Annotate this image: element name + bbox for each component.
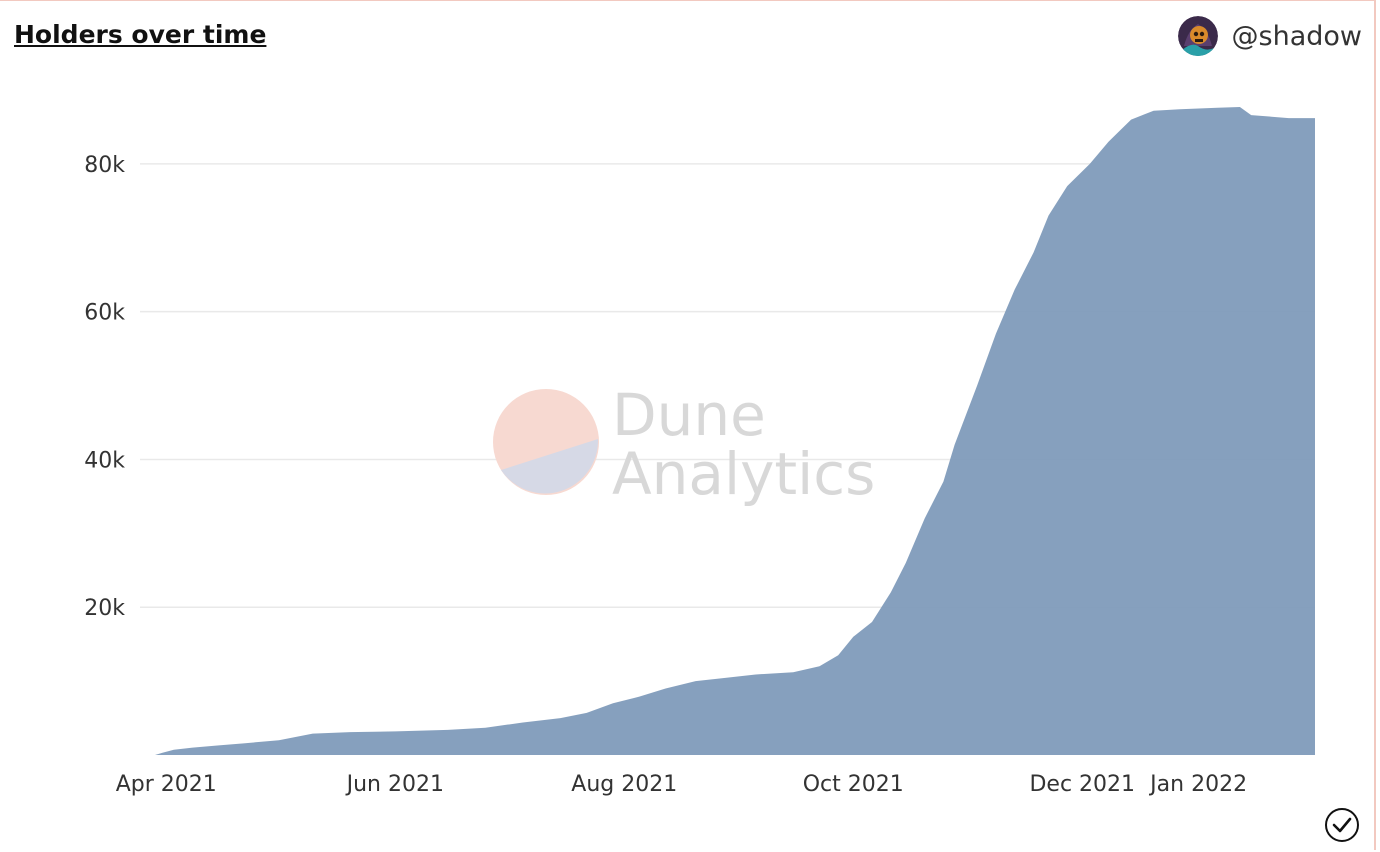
x-tick-label: Oct 2021 — [803, 772, 904, 797]
watermark-line-1: Dune — [612, 381, 766, 449]
y-tick-label: 60k — [84, 301, 125, 326]
x-tick-label: Jan 2022 — [1148, 772, 1247, 797]
x-tick-label: Apr 2021 — [116, 772, 217, 797]
watermark-line-2: Analytics — [612, 440, 875, 508]
holders-area-series — [155, 107, 1315, 755]
author-badge[interactable]: @shadow — [1177, 16, 1362, 56]
x-tick-label: Dec 2021 — [1029, 772, 1135, 797]
y-tick-label: 40k — [84, 448, 125, 473]
x-tick-label: Jun 2021 — [345, 772, 444, 797]
checkmark-circle-icon[interactable] — [1325, 808, 1359, 842]
x-tick-label: Aug 2021 — [571, 772, 677, 797]
y-tick-label: 20k — [84, 596, 125, 621]
skull-avatar-icon[interactable] — [1177, 16, 1218, 56]
y-tick-label: 80k — [84, 153, 125, 178]
chart-title[interactable]: Holders over time — [14, 20, 267, 49]
author-name[interactable]: @shadow — [1231, 20, 1362, 52]
dune-logo-icon — [493, 389, 599, 495]
dune-watermark: Dune Analytics — [493, 381, 875, 508]
